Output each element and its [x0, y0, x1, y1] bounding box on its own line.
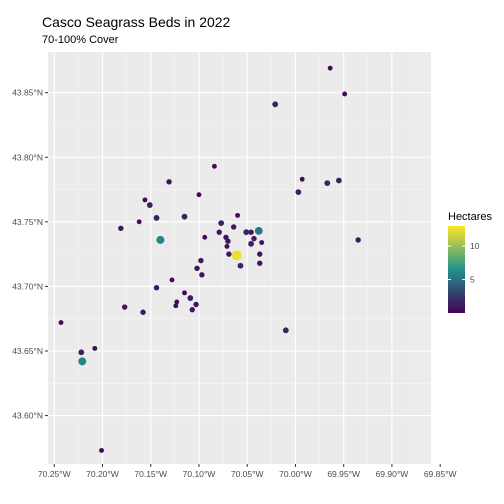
y-tick-label: 43.85°N [12, 88, 43, 98]
seagrass-bed [327, 65, 333, 71]
seagrass-bed [153, 215, 160, 221]
seagrass-bed [58, 320, 64, 326]
seagrass-bed [153, 285, 160, 291]
legend-title: Hectares [448, 211, 493, 223]
chart-subtitle: 70-100% Cover [42, 34, 119, 46]
seagrass-bed [181, 213, 188, 220]
seagrass-bed [282, 327, 289, 334]
seagrass-bed [136, 219, 142, 225]
seagrass-bed [295, 189, 302, 196]
seagrass-bed [216, 229, 222, 235]
seagrass-bed [299, 176, 305, 182]
seagrass-bed [211, 163, 217, 169]
seagrass-bed [237, 262, 244, 269]
seagrass-bed [257, 260, 263, 266]
seagrass-bed [182, 290, 187, 296]
seagrass-bed [324, 180, 331, 186]
x-axis: 70.25°W 70.20°W 70.15°W 70.10°W 70.05°W 70.00… [38, 464, 457, 479]
legend-label: 5 [470, 275, 475, 285]
x-tick-label: 70.10°W [183, 469, 216, 479]
seagrass-bed [193, 301, 199, 308]
seagrass-bed [187, 295, 194, 301]
seagrass-bed [198, 257, 204, 264]
seagrass-bed [169, 277, 175, 283]
seagrass-bed [156, 235, 165, 244]
seagrass-bed [78, 349, 85, 356]
seagrass-bed [231, 250, 242, 261]
seagrass-bed [248, 229, 254, 235]
seagrass-bed [196, 192, 202, 198]
seagrass-bed [259, 240, 265, 245]
seagrass-bed [342, 91, 348, 97]
seagrass-bed [121, 304, 128, 310]
legend-ticks: 10 5 [448, 241, 480, 285]
x-tick-label: 70.15°W [134, 469, 167, 479]
seagrass-bed [118, 225, 124, 231]
x-tick-label: 70.25°W [38, 469, 71, 479]
seagrass-bed [225, 238, 231, 244]
seagrass-bed [140, 309, 146, 315]
seagrass-bed [251, 235, 257, 242]
seagrass-bed [202, 234, 208, 240]
seagrass-bed [166, 179, 172, 185]
legend-colorbar [448, 226, 465, 313]
y-tick-label: 43.60°N [12, 411, 43, 421]
seagrass-bed [92, 345, 98, 351]
seagrass-beds [58, 65, 361, 453]
seagrass-bed [174, 299, 180, 305]
seagrass-bed [189, 306, 195, 313]
chart-title: Casco Seagrass Beds in 2022 [42, 14, 231, 30]
x-tick-label: 69.90°W [376, 469, 409, 479]
seagrass-bed [99, 448, 104, 453]
y-axis: 43.60°N 43.65°N 43.70°N 43.75°N 43.80°N 43.85… [12, 88, 48, 421]
legend: Hectares 10 5 [448, 211, 493, 313]
y-tick-label: 43.70°N [12, 281, 43, 291]
grid-major [48, 52, 441, 464]
seagrass-bed [248, 240, 254, 247]
seagrass-bed [335, 177, 342, 184]
seagrass-bed [224, 243, 230, 249]
seagrass-bed [146, 202, 153, 208]
x-tick-label: 69.95°W [327, 469, 360, 479]
y-tick-label: 43.80°N [12, 152, 43, 162]
seagrass-bed [257, 251, 263, 257]
x-tick-label: 70.05°W [231, 469, 264, 479]
x-tick-label: 70.20°W [86, 469, 119, 479]
y-tick-label: 43.75°N [12, 217, 43, 227]
seagrass-bed [235, 212, 241, 218]
seagrass-bed [254, 226, 263, 235]
seagrass-bed [142, 197, 148, 203]
legend-label: 10 [470, 241, 480, 251]
seagrass-bed [194, 265, 200, 272]
seagrass-bed [231, 224, 237, 230]
seagrass-bed [78, 357, 87, 366]
seagrass-bed [199, 272, 205, 278]
seagrass-bed [355, 237, 361, 243]
y-tick-label: 43.65°N [12, 346, 43, 356]
x-tick-label: 70.00°W [279, 469, 312, 479]
x-tick-label: 69.85°W [424, 469, 457, 479]
seagrass-bed [173, 303, 179, 309]
seagrass-bed [243, 229, 250, 236]
seagrass-bed [218, 220, 225, 227]
seagrass-bed [226, 251, 232, 257]
seagrass-bed [272, 101, 279, 108]
